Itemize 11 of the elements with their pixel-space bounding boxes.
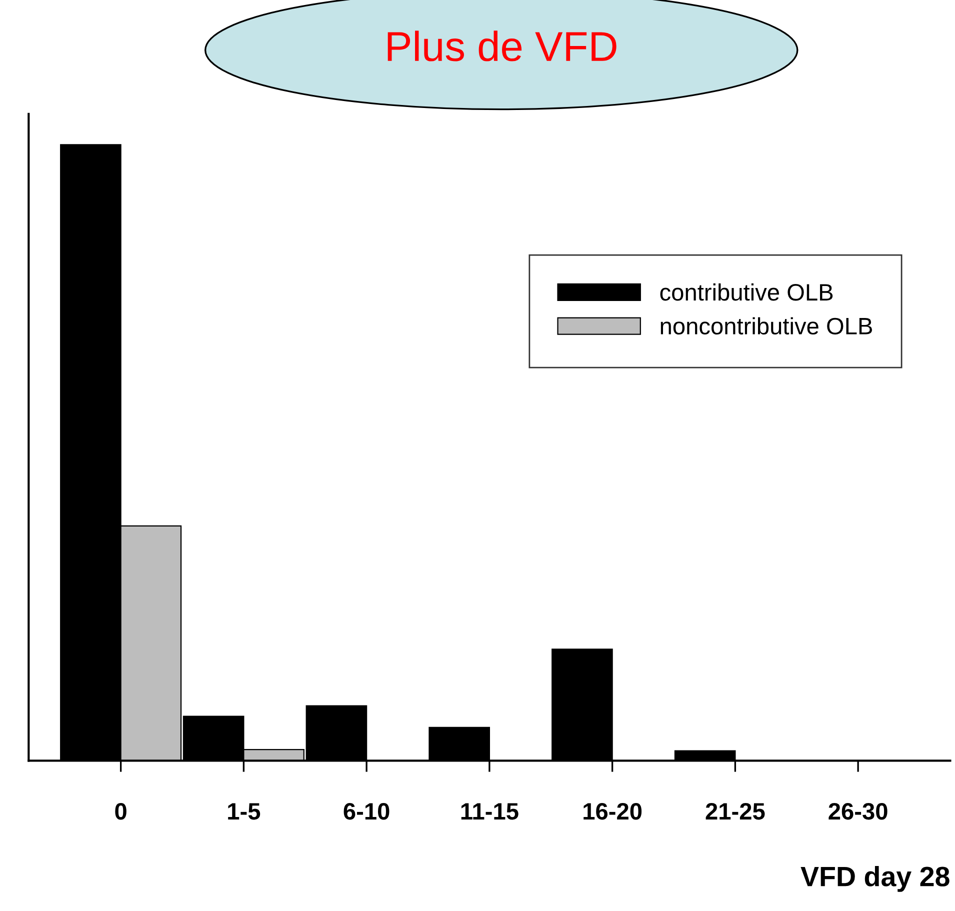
x-tick-label: 0	[115, 802, 126, 820]
x-tick-label: 1-5	[228, 803, 260, 820]
legend-label: contributive OLB	[660, 283, 833, 301]
x-axis-title: VFD day 28	[800, 866, 950, 892]
chart-title: Plus de VFD	[388, 30, 616, 62]
x-tick-label: 6-10	[344, 802, 390, 820]
legend-label: noncontributive OLB	[660, 317, 872, 335]
x-tick-label: 21-25	[706, 802, 765, 820]
x-tick-label: 16-20	[584, 802, 642, 820]
x-tick-label: 26-30	[828, 802, 888, 820]
x-tick-label: 11-15	[461, 803, 518, 820]
